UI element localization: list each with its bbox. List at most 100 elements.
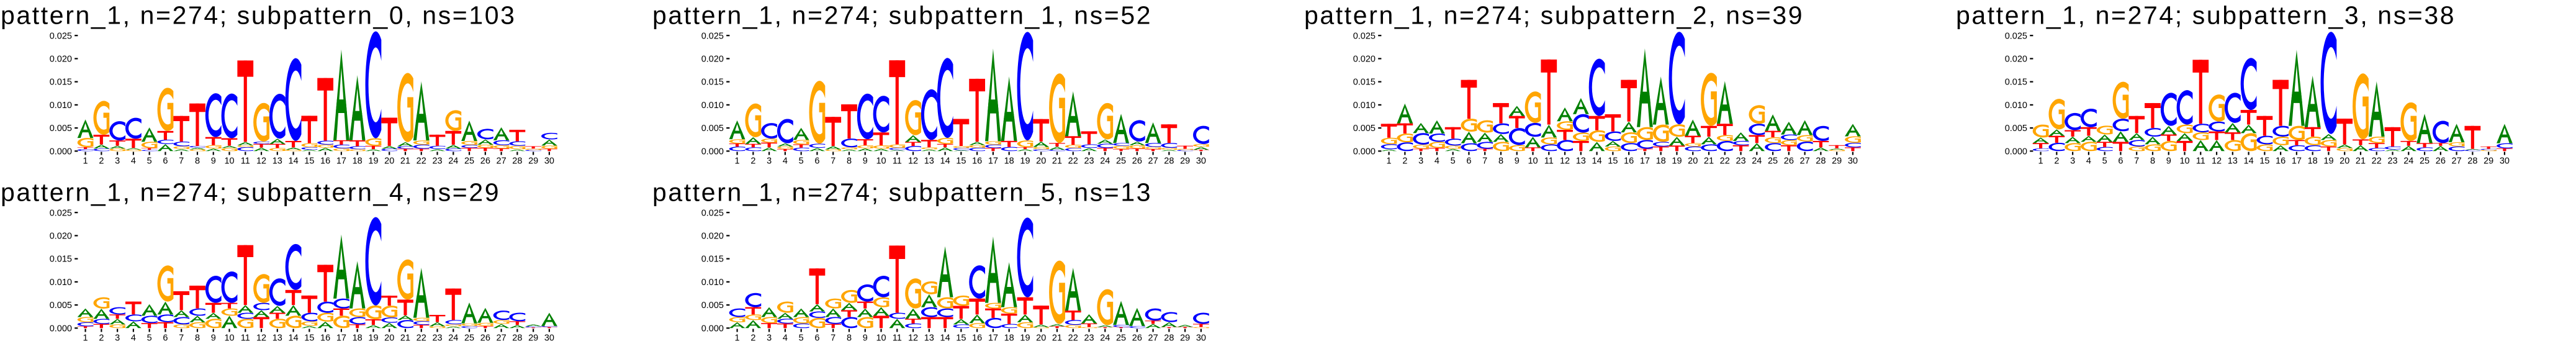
- svg-text:7: 7: [831, 157, 835, 166]
- svg-text:17: 17: [336, 157, 346, 166]
- svg-text:0.020: 0.020: [50, 232, 72, 242]
- svg-text:6: 6: [163, 334, 168, 343]
- svg-text:24: 24: [2403, 157, 2413, 166]
- svg-text:0.010: 0.010: [2005, 101, 2027, 111]
- svg-text:9: 9: [211, 157, 216, 166]
- svg-text:0.005: 0.005: [50, 124, 72, 134]
- svg-text:29: 29: [528, 157, 538, 166]
- svg-text:25: 25: [464, 157, 474, 166]
- svg-text:4: 4: [131, 157, 136, 166]
- svg-text:5: 5: [1451, 157, 1456, 166]
- svg-text:4: 4: [131, 334, 136, 343]
- svg-text:13: 13: [1576, 157, 1586, 166]
- svg-text:2: 2: [1402, 157, 1407, 166]
- svg-text:17: 17: [2292, 157, 2302, 166]
- svg-text:13: 13: [272, 334, 282, 343]
- svg-text:pattern_1, n=274; subpattern_4: pattern_1, n=274; subpattern_4, ns=29: [1, 178, 500, 207]
- svg-text:19: 19: [1020, 334, 1030, 343]
- svg-text:15: 15: [956, 157, 966, 166]
- svg-text:29: 29: [1180, 334, 1190, 343]
- svg-text:11: 11: [893, 157, 902, 166]
- svg-text:pattern_1, n=274; subpattern_2: pattern_1, n=274; subpattern_2, ns=39: [1304, 1, 1804, 30]
- svg-text:0.015: 0.015: [2005, 78, 2027, 88]
- svg-text:10: 10: [876, 157, 886, 166]
- svg-text:18: 18: [353, 334, 363, 343]
- svg-text:2: 2: [2054, 157, 2059, 166]
- svg-text:28: 28: [1816, 157, 1826, 166]
- svg-text:18: 18: [353, 157, 363, 166]
- svg-text:28: 28: [2467, 157, 2477, 166]
- svg-text:2: 2: [99, 334, 104, 343]
- svg-text:25: 25: [464, 334, 474, 343]
- svg-text:11: 11: [1544, 157, 1554, 166]
- svg-text:26: 26: [1132, 157, 1142, 166]
- svg-text:21: 21: [1052, 157, 1062, 166]
- svg-text:20: 20: [1036, 334, 1046, 343]
- svg-text:27: 27: [497, 334, 507, 343]
- svg-text:28: 28: [1164, 334, 1174, 343]
- svg-text:30: 30: [2500, 157, 2510, 166]
- svg-text:17: 17: [336, 334, 346, 343]
- svg-text:4: 4: [783, 334, 788, 343]
- svg-text:22: 22: [417, 157, 426, 166]
- svg-text:13: 13: [924, 334, 934, 343]
- svg-text:25: 25: [1116, 334, 1126, 343]
- svg-text:14: 14: [1592, 157, 1602, 166]
- svg-text:3: 3: [115, 334, 120, 343]
- svg-text:14: 14: [940, 157, 950, 166]
- svg-text:29: 29: [1180, 157, 1190, 166]
- svg-text:0.000: 0.000: [701, 324, 724, 334]
- svg-text:0.025: 0.025: [701, 208, 724, 218]
- svg-text:13: 13: [272, 157, 282, 166]
- svg-text:8: 8: [195, 334, 200, 343]
- svg-text:0.015: 0.015: [50, 78, 72, 88]
- svg-text:8: 8: [847, 157, 852, 166]
- svg-text:15: 15: [304, 157, 314, 166]
- svg-text:1: 1: [83, 157, 88, 166]
- svg-text:0.015: 0.015: [701, 78, 724, 88]
- svg-text:8: 8: [195, 157, 200, 166]
- svg-text:13: 13: [924, 157, 934, 166]
- svg-text:18: 18: [2308, 157, 2318, 166]
- svg-text:12: 12: [908, 157, 918, 166]
- svg-text:30: 30: [1196, 334, 1206, 343]
- svg-text:18: 18: [1004, 334, 1014, 343]
- svg-text:29: 29: [1832, 157, 1842, 166]
- svg-text:pattern_1, n=274; subpattern_5: pattern_1, n=274; subpattern_5, ns=13: [652, 178, 1152, 207]
- svg-text:0.000: 0.000: [50, 147, 72, 157]
- svg-text:29: 29: [2484, 157, 2493, 166]
- svg-text:14: 14: [940, 334, 950, 343]
- svg-text:14: 14: [289, 157, 299, 166]
- svg-text:2: 2: [750, 157, 755, 166]
- svg-text:1: 1: [1387, 157, 1392, 166]
- svg-text:2: 2: [99, 157, 104, 166]
- svg-text:11: 11: [241, 334, 250, 343]
- svg-text:17: 17: [1640, 157, 1650, 166]
- svg-text:3: 3: [767, 334, 772, 343]
- svg-text:5: 5: [799, 157, 804, 166]
- svg-text:0.005: 0.005: [50, 301, 72, 311]
- svg-text:11: 11: [241, 157, 250, 166]
- svg-text:12: 12: [1560, 157, 1570, 166]
- svg-text:20: 20: [384, 334, 394, 343]
- svg-text:21: 21: [400, 334, 410, 343]
- svg-text:0.005: 0.005: [1353, 124, 1376, 134]
- svg-text:22: 22: [1068, 157, 1078, 166]
- svg-text:5: 5: [799, 334, 804, 343]
- svg-text:pattern_1, n=274; subpattern_1: pattern_1, n=274; subpattern_1, ns=52: [652, 1, 1152, 30]
- svg-text:23: 23: [432, 334, 442, 343]
- svg-text:3: 3: [2070, 157, 2075, 166]
- svg-text:4: 4: [783, 157, 788, 166]
- svg-text:16: 16: [972, 157, 982, 166]
- svg-text:14: 14: [289, 334, 299, 343]
- svg-text:0.000: 0.000: [2005, 147, 2027, 157]
- svg-text:20: 20: [384, 157, 394, 166]
- svg-text:3: 3: [1418, 157, 1423, 166]
- svg-text:5: 5: [147, 334, 152, 343]
- svg-text:22: 22: [1068, 334, 1078, 343]
- svg-text:26: 26: [480, 157, 490, 166]
- svg-text:12: 12: [908, 334, 918, 343]
- svg-text:21: 21: [400, 157, 410, 166]
- svg-text:25: 25: [1116, 157, 1126, 166]
- svg-text:25: 25: [2420, 157, 2430, 166]
